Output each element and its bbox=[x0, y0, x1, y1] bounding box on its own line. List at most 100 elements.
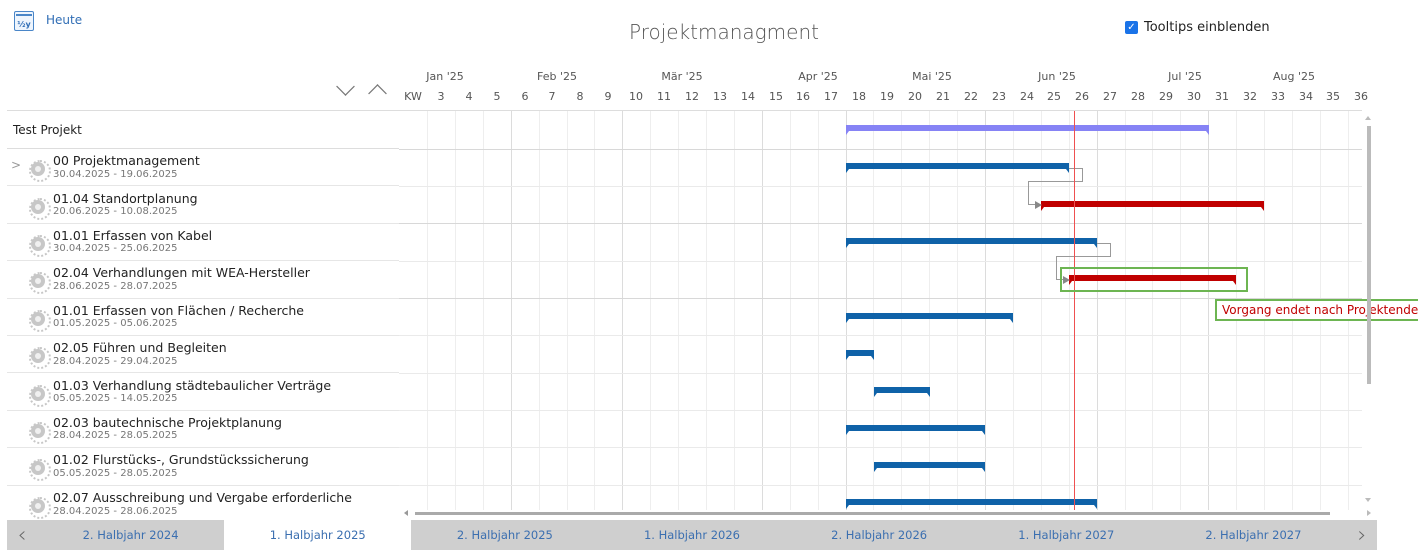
task-row[interactable]: > 00 Projektmanagement 30.04.2025 - 19.06… bbox=[7, 149, 399, 187]
gear-icon bbox=[29, 421, 51, 444]
gear-icon bbox=[29, 272, 51, 295]
period-item[interactable]: 2. Halbjahr 2025 bbox=[456, 528, 553, 542]
dependency-arrow-icon bbox=[1063, 276, 1070, 284]
task-bar[interactable] bbox=[874, 387, 930, 397]
period-item[interactable]: 1. Halbjahr 2027 bbox=[1018, 528, 1115, 542]
scroll-right-arrow-icon[interactable] bbox=[1367, 510, 1371, 516]
task-row[interactable]: 02.07 Ausschreibung und Vergabe erforder… bbox=[7, 486, 399, 523]
task-name: 01.03 Verhandlung städtebaulicher Verträ… bbox=[53, 377, 332, 393]
task-bar-late[interactable] bbox=[1041, 201, 1264, 211]
task-bar[interactable] bbox=[846, 350, 874, 360]
today-button[interactable]: ½y Heute bbox=[14, 11, 82, 31]
task-dates: 28.04.2025 - 28.06.2025 bbox=[53, 505, 178, 517]
chevron-right-icon[interactable]: › bbox=[1357, 522, 1367, 548]
period-item[interactable]: 2. Halbjahr 2027 bbox=[1205, 528, 1302, 542]
task-row[interactable]: 01.01 Erfassen von Flächen / Recherche 01… bbox=[7, 299, 399, 336]
task-dates: 30.04.2025 - 19.06.2025 bbox=[53, 168, 178, 180]
week-label: 19 bbox=[880, 90, 894, 103]
period-item-active[interactable]: 1. Halbjahr 2025 bbox=[224, 520, 412, 550]
project-summary-bar[interactable] bbox=[846, 125, 1209, 135]
week-label: 9 bbox=[604, 90, 612, 103]
task-name: 01.01 Erfassen von Flächen / Recherche bbox=[53, 302, 304, 318]
month-label: Apr '25 bbox=[798, 70, 838, 83]
warning-highlight-box bbox=[1060, 267, 1248, 292]
period-item[interactable]: 2. Halbjahr 2026 bbox=[831, 528, 928, 542]
task-row[interactable]: 02.03 bautechnische Projektplanung 28.04.… bbox=[7, 411, 399, 449]
project-name: Test Projekt bbox=[13, 122, 82, 137]
task-dates: 28.06.2025 - 28.07.2025 bbox=[53, 280, 178, 292]
task-row[interactable]: 01.02 Flurstücks-, Grundstückssicherung 0… bbox=[7, 448, 399, 486]
task-dates: 05.05.2025 - 14.05.2025 bbox=[53, 392, 178, 404]
task-row[interactable]: 01.04 Standortplanung 20.06.2025 - 10.08.… bbox=[7, 186, 399, 224]
week-label: 13 bbox=[713, 90, 727, 103]
task-row[interactable]: 01.03 Verhandlung städtebaulicher Verträ… bbox=[7, 373, 399, 411]
week-label: 29 bbox=[1159, 90, 1173, 103]
gear-icon bbox=[29, 309, 51, 332]
task-name: 01.01 Erfassen von Kabel bbox=[53, 228, 213, 244]
today-line bbox=[1074, 111, 1075, 510]
week-label: 27 bbox=[1103, 90, 1117, 103]
week-label: 8 bbox=[576, 90, 584, 103]
tooltips-toggle[interactable]: ✓ Tooltips einblenden bbox=[1125, 20, 1270, 35]
task-name: 01.02 Flurstücks-, Grundstückssicherung bbox=[53, 452, 309, 468]
scrollbar-thumb[interactable] bbox=[415, 512, 1330, 515]
month-label: Jun '25 bbox=[1038, 70, 1076, 83]
task-bar-late[interactable] bbox=[1069, 275, 1236, 285]
week-label: 6 bbox=[521, 90, 529, 103]
gear-icon bbox=[29, 347, 51, 370]
gear-icon bbox=[29, 459, 51, 482]
warning-tooltip: Vorgang endet nach Projektende bbox=[1215, 299, 1418, 321]
period-item[interactable]: 2. Halbjahr 2024 bbox=[82, 528, 179, 542]
task-bar[interactable] bbox=[846, 238, 1097, 248]
task-row[interactable]: 01.01 Erfassen von Kabel 30.04.2025 - 25.… bbox=[7, 224, 399, 262]
chevron-right-icon[interactable]: > bbox=[11, 158, 22, 172]
period-item[interactable]: 1. Halbjahr 2026 bbox=[643, 528, 740, 542]
week-label: 11 bbox=[657, 90, 671, 103]
gear-icon bbox=[29, 234, 51, 257]
task-dates: 28.04.2025 - 29.04.2025 bbox=[53, 355, 178, 367]
project-row[interactable]: Test Projekt bbox=[7, 111, 399, 149]
horizontal-scrollbar[interactable] bbox=[399, 510, 1371, 518]
task-name: 00 Projektmanagement bbox=[53, 153, 200, 169]
week-label: 36 bbox=[1354, 90, 1368, 103]
month-label: Jan '25 bbox=[426, 70, 464, 83]
scroll-down-arrow-icon[interactable] bbox=[1365, 498, 1371, 502]
task-dates: 30.04.2025 - 25.06.2025 bbox=[53, 243, 178, 255]
gear-icon bbox=[29, 197, 51, 220]
week-label: 25 bbox=[1047, 90, 1061, 103]
week-label: 18 bbox=[852, 90, 866, 103]
month-label: Jul '25 bbox=[1168, 70, 1202, 83]
week-label: 7 bbox=[548, 90, 556, 103]
task-dates: 01.05.2025 - 05.06.2025 bbox=[53, 318, 178, 330]
week-label: 35 bbox=[1326, 90, 1340, 103]
month-label: Mär '25 bbox=[661, 70, 703, 83]
week-label: 10 bbox=[629, 90, 643, 103]
task-bar[interactable] bbox=[846, 313, 1013, 323]
tooltips-toggle-label: Tooltips einblenden bbox=[1144, 20, 1270, 35]
week-label: 20 bbox=[908, 90, 922, 103]
checkbox-checked-icon[interactable]: ✓ bbox=[1125, 21, 1138, 34]
week-label: 32 bbox=[1243, 90, 1257, 103]
scroll-up-arrow-icon[interactable] bbox=[1365, 116, 1371, 120]
task-dates: 28.04.2025 - 28.05.2025 bbox=[53, 430, 178, 442]
task-name: 01.04 Standortplanung bbox=[53, 190, 198, 206]
week-label: 23 bbox=[992, 90, 1006, 103]
task-row[interactable]: 02.05 Führen und Begleiten 28.04.2025 - 2… bbox=[7, 336, 399, 374]
week-label: 15 bbox=[769, 90, 783, 103]
task-bar[interactable] bbox=[874, 462, 985, 472]
week-label: 28 bbox=[1131, 90, 1145, 103]
chevron-left-icon[interactable]: ‹ bbox=[17, 522, 27, 548]
scrollbar-thumb[interactable] bbox=[1367, 126, 1371, 384]
task-bar[interactable] bbox=[846, 163, 1069, 173]
period-navigator: ‹ 2. Halbjahr 2024 1. Halbjahr 2025 2. H… bbox=[7, 520, 1377, 550]
task-name: 02.03 bautechnische Projektplanung bbox=[53, 414, 282, 430]
vertical-scrollbar[interactable] bbox=[1362, 112, 1376, 510]
kw-label: KW bbox=[404, 90, 422, 103]
week-label: 5 bbox=[493, 90, 501, 103]
gear-icon bbox=[29, 160, 51, 183]
scroll-left-arrow-icon[interactable] bbox=[404, 510, 408, 516]
task-bar[interactable] bbox=[846, 499, 1097, 509]
task-row[interactable]: 02.04 Verhandlungen mit WEA-Hersteller 28… bbox=[7, 261, 399, 299]
task-bar[interactable] bbox=[846, 425, 985, 435]
week-label: 17 bbox=[824, 90, 838, 103]
